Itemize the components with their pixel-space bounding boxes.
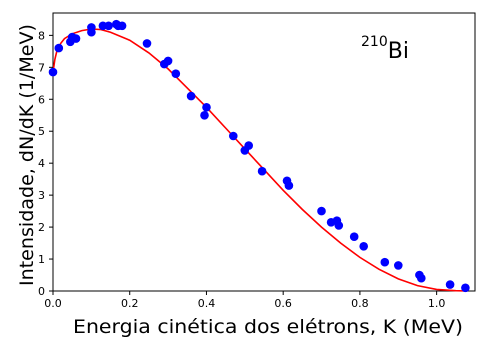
isotope-mass-number: 210 — [361, 34, 388, 50]
y-axis-title: Intensidade, dN/dK (1/MeV) — [16, 24, 38, 286]
isotope-symbol: Bi — [388, 39, 409, 64]
x-tick-label: 0.6 — [274, 297, 292, 310]
data-point — [445, 280, 455, 289]
fit-curve — [52, 28, 468, 292]
y-tick-label: 3 — [38, 189, 45, 202]
data-point — [394, 261, 403, 270]
data-point — [171, 69, 181, 78]
x-tick-label: 0.4 — [198, 297, 216, 310]
data-point — [87, 23, 96, 32]
data-point — [257, 166, 267, 176]
y-tick-label: 2 — [38, 221, 45, 234]
data-point — [186, 91, 196, 101]
y-tick-label: 1 — [38, 253, 45, 266]
data-point — [142, 39, 152, 48]
x-axis-title: Energia cinética dos elétrons, K (MeV) — [73, 316, 463, 338]
data-point — [349, 232, 359, 241]
x-tick-label: 1.0 — [428, 297, 446, 310]
data-point — [117, 21, 127, 31]
data-point — [317, 206, 326, 216]
data-point — [71, 34, 81, 43]
isotope-annotation: 210Bi — [361, 34, 409, 64]
data-point — [380, 257, 390, 267]
data-point — [54, 43, 64, 53]
x-tick-label: 0.0 — [44, 297, 62, 310]
data-point — [284, 181, 294, 190]
data-point — [244, 141, 253, 150]
data-point — [202, 103, 211, 112]
data-point — [200, 111, 209, 120]
data-point — [417, 273, 426, 283]
data-point — [104, 21, 113, 31]
data-point — [163, 56, 173, 66]
y-tick-label: 6 — [38, 93, 45, 106]
data-point — [359, 242, 369, 251]
y-tick-label: 8 — [38, 29, 45, 42]
data-point — [334, 221, 344, 230]
y-tick-label: 4 — [38, 157, 45, 170]
y-tick-label: 0 — [38, 285, 45, 298]
data-point — [461, 283, 470, 293]
plot-frame — [52, 12, 476, 292]
y-tick-label: 7 — [38, 61, 45, 74]
data-point — [48, 67, 58, 77]
y-tick-label: 5 — [38, 125, 45, 138]
x-tick-label: 0.2 — [121, 297, 139, 310]
data-point — [229, 131, 238, 141]
x-tick-label: 0.8 — [351, 297, 369, 310]
